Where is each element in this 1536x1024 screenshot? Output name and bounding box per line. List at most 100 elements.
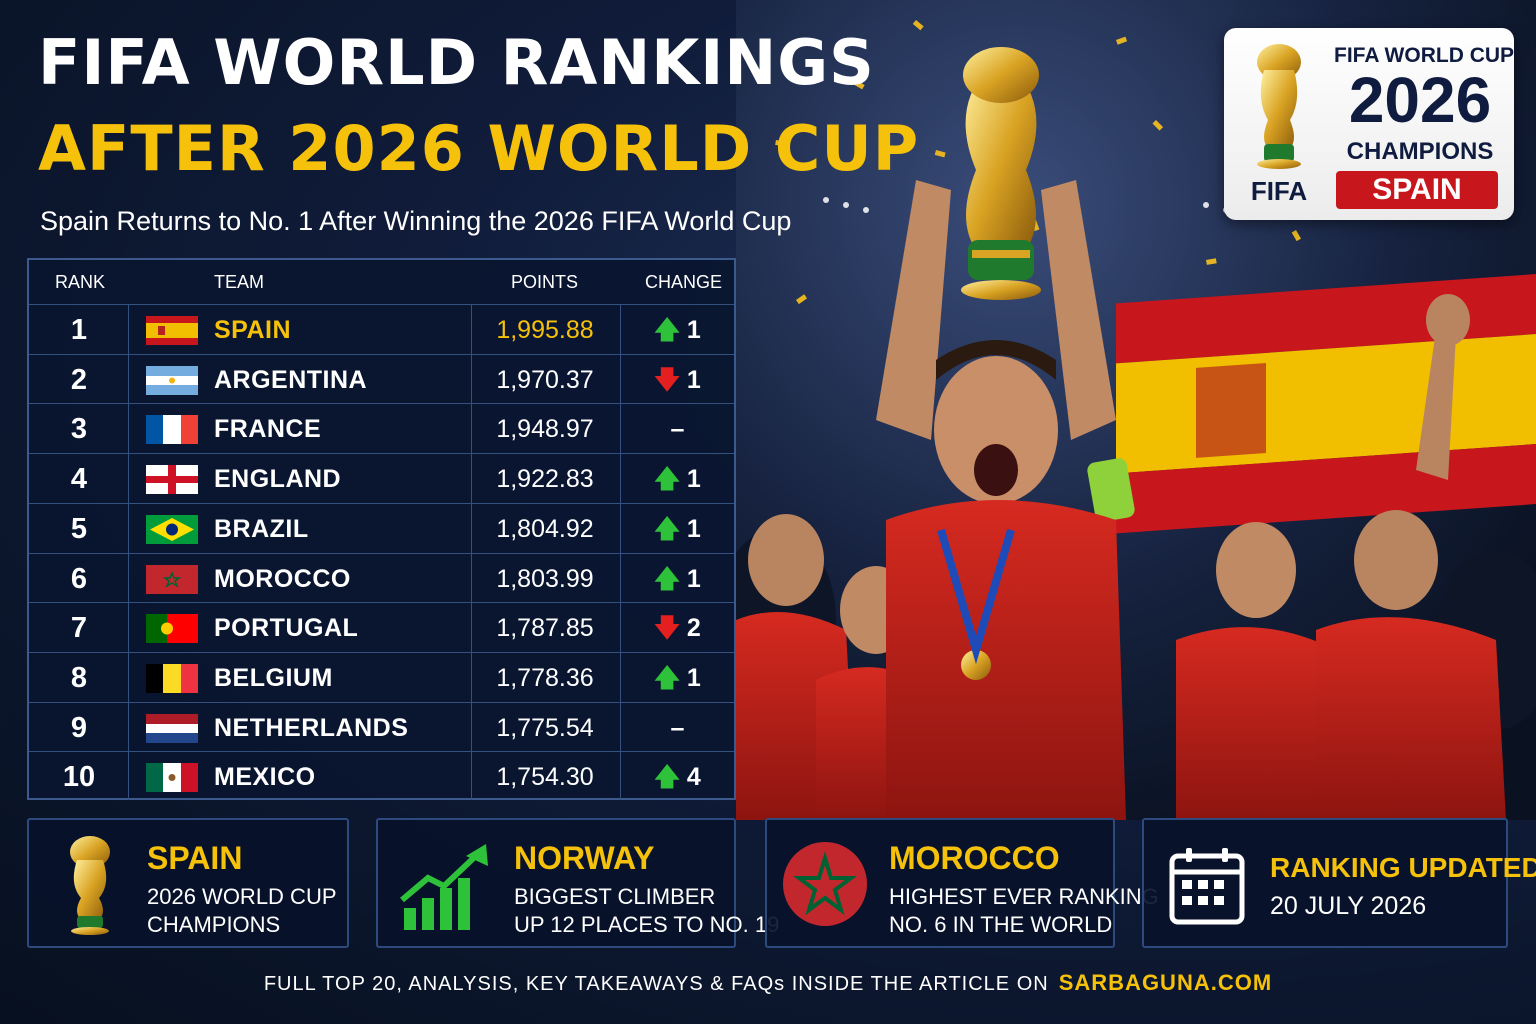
column-divider xyxy=(128,304,129,800)
team-cell: FRANCE xyxy=(214,415,322,444)
change-cell: 🡅 4 xyxy=(621,752,734,802)
points-cell: 1,787.85 xyxy=(496,614,594,643)
team-cell: BRAZIL xyxy=(214,514,309,543)
rank-cell: 9 xyxy=(70,711,88,744)
portugal-flag-icon xyxy=(146,614,198,644)
info-box-morocco: MOROCCO HIGHEST EVER RANKING NO. 6 IN TH… xyxy=(765,818,1159,948)
arrow-up-icon: 🡅 xyxy=(654,316,680,344)
champions-badge: FIFA FIFA WORLD CUP 2026 CHAMPIONS SPAIN xyxy=(1224,28,1514,220)
points-cell: 1,995.88 xyxy=(496,316,594,344)
team-cell: MEXICO xyxy=(214,763,316,792)
box-heading: MOROCCO xyxy=(889,840,1060,876)
points-cell: 1,803.99 xyxy=(496,564,594,593)
points-cell: 1,970.37 xyxy=(496,365,594,394)
rank-cell: 8 xyxy=(70,661,88,694)
points-cell: 1,778.36 xyxy=(496,663,594,692)
change-value: 2 xyxy=(686,614,701,643)
morocco-flag-icon xyxy=(146,564,198,594)
points-cell: 1,922.83 xyxy=(496,465,594,494)
badge-champions-label: CHAMPIONS xyxy=(1346,138,1494,165)
netherlands-flag-icon xyxy=(146,713,198,743)
change-value: 1 xyxy=(686,365,701,394)
footer: FULL TOP 20, ANALYSIS, KEY TAKEAWAYS & F… xyxy=(0,970,1536,996)
arrow-up-icon: 🡅 xyxy=(654,663,680,692)
info-box-climber: NORWAY BIGGEST CLIMBER UP 12 PLACES TO N… xyxy=(376,818,779,948)
box-text: BIGGEST CLIMBER xyxy=(514,884,716,909)
rank-cell: 7 xyxy=(70,612,88,645)
table-row: 5 BRAZIL 1,804.92 🡅 1 xyxy=(29,502,734,554)
header-rank: RANK xyxy=(55,272,106,292)
points-cell: 1,775.54 xyxy=(496,713,594,742)
team-cell: ENGLAND xyxy=(214,465,342,494)
table-row: 8 BELGIUM 1,778.36 🡅 1 xyxy=(29,651,734,703)
growth-chart-icon xyxy=(400,844,488,930)
team-cell: PORTUGAL xyxy=(214,614,359,643)
rank-cell: 2 xyxy=(70,363,88,396)
change-cell: 🡅 1 xyxy=(621,305,734,355)
team-cell: MOROCCO xyxy=(214,564,351,593)
change-cell: 🡅 1 xyxy=(621,454,734,504)
box-text: UP 12 PLACES TO NO. 19 xyxy=(514,912,780,937)
change-cell: 🡅 1 xyxy=(621,504,734,554)
change-cell: 🡅 1 xyxy=(621,653,734,703)
box-text: 20 JULY 2026 xyxy=(1270,892,1427,920)
change-value: 1 xyxy=(686,316,701,344)
rank-cell: 5 xyxy=(70,512,88,545)
mexico-flag-icon xyxy=(146,763,198,793)
header-change: CHANGE xyxy=(645,272,723,292)
team-cell: SPAIN xyxy=(214,316,292,344)
brazil-flag-icon xyxy=(146,514,198,544)
table-row: 1 SPAIN 1,995.88 🡅 1 xyxy=(29,304,734,354)
change-cell: 🡇 2 xyxy=(621,603,734,653)
change-value: 1 xyxy=(686,663,701,692)
header-team: TEAM xyxy=(214,272,265,292)
morocco-emblem-icon xyxy=(783,842,867,926)
change-value: 4 xyxy=(686,763,701,792)
box-heading: NORWAY xyxy=(514,840,655,876)
change-cell: 🡅 1 xyxy=(621,554,734,604)
table-row: 2 ARGENTINA 1,970.37 🡇 1 xyxy=(29,353,734,405)
table-row: 7 PORTUGAL 1,787.85 🡇 2 xyxy=(29,602,734,652)
header-points: POINTS xyxy=(511,272,579,292)
change-cell: 🡇 1 xyxy=(621,355,734,405)
trophy-icon xyxy=(1257,44,1301,169)
arrow-down-icon: 🡇 xyxy=(654,614,680,643)
belgium-flag-icon xyxy=(146,663,198,693)
arrow-up-icon: 🡅 xyxy=(654,763,680,792)
change-value: 1 xyxy=(686,514,701,543)
box-text: CHAMPIONS xyxy=(147,912,281,937)
change-cell: – xyxy=(621,404,734,454)
change-value: 1 xyxy=(686,564,701,593)
page-subtitle: Spain Returns to No. 1 After Winning the… xyxy=(40,206,792,236)
box-text: HIGHEST EVER RANKING xyxy=(889,884,1159,909)
footer-text: FULL TOP 20, ANALYSIS, KEY TAKEAWAYS & F… xyxy=(263,973,1049,995)
table-row: 10 MEXICO 1,754.30 🡅 4 xyxy=(29,751,734,801)
box-heading: SPAIN xyxy=(147,840,243,876)
team-cell: ARGENTINA xyxy=(214,365,368,394)
team-cell: NETHERLANDS xyxy=(214,713,409,742)
team-cell: BELGIUM xyxy=(214,663,333,692)
box-text: NO. 6 IN THE WORLD xyxy=(889,912,1113,937)
table-row: 4 ENGLAND 1,922.83 🡅 1 xyxy=(29,453,734,503)
trophy-icon xyxy=(70,836,110,935)
rank-cell: 4 xyxy=(70,463,88,496)
table-header: RANK TEAM POINTS CHANGE xyxy=(29,260,734,304)
info-box-update: RANKING UPDATED 20 JULY 2026 xyxy=(1142,818,1536,948)
france-flag-icon xyxy=(146,415,198,445)
footer-site-link[interactable]: SARBAGUNA.COM xyxy=(1058,970,1273,995)
badge-winner: SPAIN xyxy=(1336,171,1498,209)
arrow-up-icon: 🡅 xyxy=(654,514,680,543)
change-value: – xyxy=(670,713,685,742)
spain-flag-icon xyxy=(146,316,198,345)
calendar-icon xyxy=(1169,848,1245,925)
column-divider xyxy=(471,304,472,800)
rank-cell: 1 xyxy=(70,314,88,346)
arrow-up-icon: 🡅 xyxy=(654,564,680,593)
rank-cell: 6 xyxy=(70,562,88,595)
england-flag-icon xyxy=(146,465,198,495)
argentina-flag-icon xyxy=(146,365,198,395)
rankings-table: RANK TEAM POINTS CHANGE 1 SPAIN 1,995.88 🡅 … xyxy=(27,258,736,800)
rank-cell: 10 xyxy=(62,761,96,794)
box-heading: RANKING UPDATED xyxy=(1270,852,1536,883)
page-title-secondary: AFTER 2026 WORLD CUP xyxy=(38,112,920,185)
